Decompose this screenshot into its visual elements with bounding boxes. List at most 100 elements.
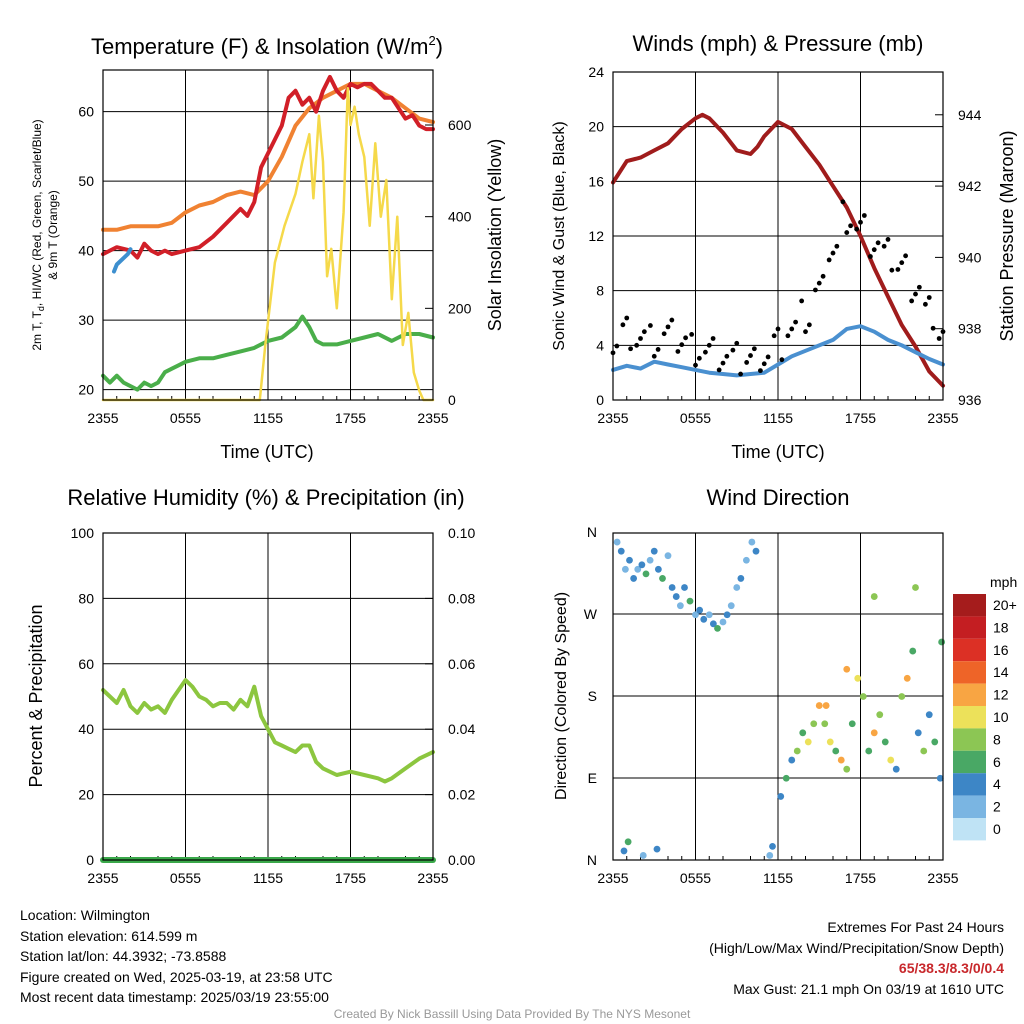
temp-y2tick-label: 0 <box>448 392 456 408</box>
wind-gust-point <box>703 349 708 355</box>
colorbar-swatch <box>953 661 986 684</box>
wind-gust-point <box>765 354 771 360</box>
dir-direction-point <box>727 602 735 610</box>
rh-ytick-label: 40 <box>78 721 94 737</box>
rh-ytick-label: 80 <box>78 590 94 606</box>
dir-direction-point <box>681 584 688 591</box>
wind-ylabel-right: Station Pressure (Maroon) <box>997 130 1017 341</box>
temp-ylabel-right: Solar Insolation (Yellow) <box>485 139 505 331</box>
charts-layer: 2355 0555 1155 1755 235520304050600200400600… <box>71 64 982 886</box>
dir-direction-point <box>626 556 633 564</box>
wind-ytick-label: 24 <box>588 64 604 80</box>
dir-direction-point <box>642 570 650 578</box>
temp-ylabel: 2m T, Td, HI/WC (Red, Green, Scarlet/Blu… <box>30 119 46 350</box>
dir-direction-point <box>848 720 856 728</box>
rh-ytick-label: 100 <box>71 525 95 541</box>
extremes-title: Extremes For Past 24 Hours <box>827 919 1004 935</box>
wind-ytick-label: 20 <box>588 119 604 135</box>
dir-ytick-label: S <box>588 688 597 704</box>
wind-gust-point <box>628 346 633 352</box>
location-text: Location: Wilmington <box>20 907 150 923</box>
dir-direction-point <box>748 538 756 546</box>
colorbar-swatch <box>953 795 986 818</box>
wind-xtick-label: 2355 <box>597 410 628 426</box>
dir-direction-point <box>686 597 694 605</box>
wind-gust-point <box>885 237 891 242</box>
wind-y2tick-label: 938 <box>958 321 982 337</box>
wind-gust-point <box>634 342 640 348</box>
wind-gust-point <box>706 342 712 348</box>
rh-y2tick-label: 0.02 <box>448 787 475 803</box>
wind-gust-point <box>744 360 750 365</box>
colorbar-unit: mph <box>990 574 1017 590</box>
rh-ytick-label: 60 <box>78 656 94 672</box>
colorbar-swatch <box>953 750 986 774</box>
dir-direction-point <box>870 593 878 600</box>
wind-gust-point <box>675 349 681 354</box>
wind-gust-point <box>830 250 836 256</box>
wind-gust-point <box>614 343 620 349</box>
wind-gust-point <box>655 347 661 352</box>
dir-direction-point <box>692 611 699 619</box>
dir-direction-point <box>854 674 862 682</box>
wind-gust-point <box>710 336 716 341</box>
dir-direction-point <box>719 618 727 626</box>
extremes-values: 65/38.3/8.3/0/0.4 <box>898 960 1004 976</box>
dir-ytick-label: E <box>588 770 597 786</box>
dir-direction-point <box>620 847 628 855</box>
wind-gust-point <box>826 257 832 263</box>
wind-gust-point <box>803 329 808 335</box>
wind-gust-point <box>775 326 781 332</box>
wind-gust-point <box>916 284 922 290</box>
wind-gust-point <box>868 254 873 259</box>
dir-direction-point <box>821 720 829 728</box>
wind-gust-point <box>730 347 736 353</box>
dir-direction-point <box>903 674 911 682</box>
dir-direction-point <box>709 620 717 628</box>
wind-xlabel: Time (UTC) <box>731 442 824 462</box>
wind-gust-point <box>903 253 908 259</box>
dir-direction-point <box>876 711 884 719</box>
wind-gust-point <box>909 298 915 304</box>
wind-gust-point <box>858 219 863 225</box>
wind-gust-point <box>923 301 928 307</box>
dir-direction-point <box>826 738 834 746</box>
max-gust-text: Max Gust: 21.1 mph On 03/19 at 1610 UTC <box>733 980 1004 997</box>
temp-series-line <box>101 87 435 402</box>
colorbar-label: 4 <box>993 776 1001 792</box>
dir-xtick-label: 0555 <box>680 870 711 886</box>
wind-gust-point <box>936 336 942 341</box>
wind-gust-point <box>779 357 785 363</box>
wind-gust-point <box>679 342 685 348</box>
temp-ytick-label: 40 <box>78 243 94 259</box>
colorbar-label: 8 <box>993 731 1001 747</box>
wind-gust-point <box>696 355 702 361</box>
wind-gust-point <box>789 326 795 332</box>
dir-direction-point <box>912 584 919 591</box>
wind-series-line <box>611 112 945 388</box>
colorbar-label: 10 <box>993 709 1009 725</box>
dir-direction-point <box>815 702 823 709</box>
dir-ytick-label: N <box>587 852 597 868</box>
dir-direction-point <box>793 747 801 755</box>
dir-direction-point <box>837 756 845 764</box>
dir-direction-point <box>832 747 840 755</box>
wind-gust-point <box>806 322 812 328</box>
rh-y2tick-label: 0.06 <box>448 656 475 672</box>
colorbar-label: 20+ <box>993 597 1017 613</box>
wind-gust-point <box>899 260 905 266</box>
wind-gust-point <box>889 267 895 273</box>
credit-text: Created By Nick Bassill Using Data Provi… <box>333 1007 691 1021</box>
dir-xtick-label: 1755 <box>845 870 876 886</box>
dir-direction-point <box>696 606 704 614</box>
colorbar-label: 2 <box>993 799 1001 815</box>
wind-gust-point <box>844 230 850 235</box>
station-info: Location: Wilmington Station elevation: … <box>20 905 333 1008</box>
wind-gust-point <box>751 346 757 352</box>
wind-xtick-label: 1755 <box>845 410 876 426</box>
wind-plot: 2355 0555 1155 1755 2355 0 4 8 12 16 20 24 936 938 940… <box>588 64 981 426</box>
wind-gust-point <box>793 319 798 325</box>
wind-xtick-label: 0555 <box>680 410 711 426</box>
